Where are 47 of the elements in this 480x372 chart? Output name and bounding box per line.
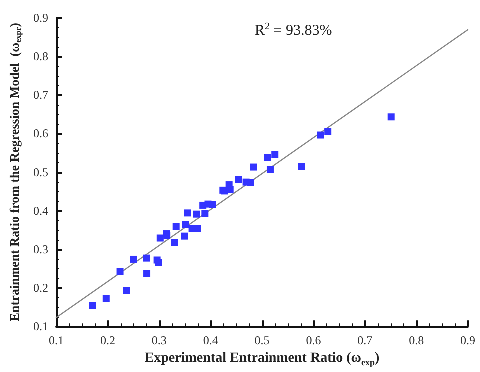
point (235, 176, 242, 184)
point (155, 259, 162, 266)
point (102, 295, 110, 302)
point (324, 128, 332, 136)
y-tick-label: 0.1 (34, 320, 48, 334)
y-tick-label: 0.2 (34, 281, 48, 296)
point (116, 268, 124, 276)
point (171, 239, 178, 246)
point (193, 210, 200, 218)
y-axis-title: Entrainment Ratio from the Regression Model (ωexpr) (7, 22, 23, 322)
point (264, 154, 272, 162)
x-tick-label: 0.8 (409, 334, 424, 348)
point (130, 256, 138, 263)
x-tick-label: 0.1 (49, 334, 64, 348)
x-tick-label: 0.3 (152, 334, 167, 348)
point (89, 302, 96, 310)
x-tick-label: 0.4 (203, 334, 218, 348)
point (194, 225, 202, 232)
point (317, 132, 324, 139)
point (298, 163, 306, 170)
x-tick-label: 0.2 (100, 334, 116, 348)
x-tick-label: 0.9 (460, 334, 476, 348)
point (266, 166, 274, 174)
point (156, 234, 164, 242)
y-tick-label: 0.5 (34, 165, 48, 180)
point (388, 114, 395, 121)
y-tick-label: 0.3 (34, 242, 48, 256)
point (123, 287, 130, 294)
x-tick-label: 0.5 (254, 334, 270, 348)
y-tick-label: 0.6 (34, 126, 48, 141)
point (182, 221, 190, 228)
point (202, 210, 209, 218)
point (209, 201, 216, 208)
point (143, 254, 150, 262)
y-tick-label: 0.9 (34, 11, 48, 25)
point (144, 270, 151, 278)
y-tick-label: 0.7 (34, 88, 48, 102)
y-tick-label: 0.4 (34, 204, 48, 218)
point (272, 151, 279, 158)
x-tick-label: 0.7 (358, 334, 373, 348)
point (172, 223, 180, 230)
point (181, 232, 188, 240)
point (184, 210, 192, 217)
y-tick-label: 0.8 (34, 50, 48, 64)
point (247, 179, 254, 186)
point (250, 164, 258, 171)
x-tick-label: 0.6 (306, 334, 322, 348)
